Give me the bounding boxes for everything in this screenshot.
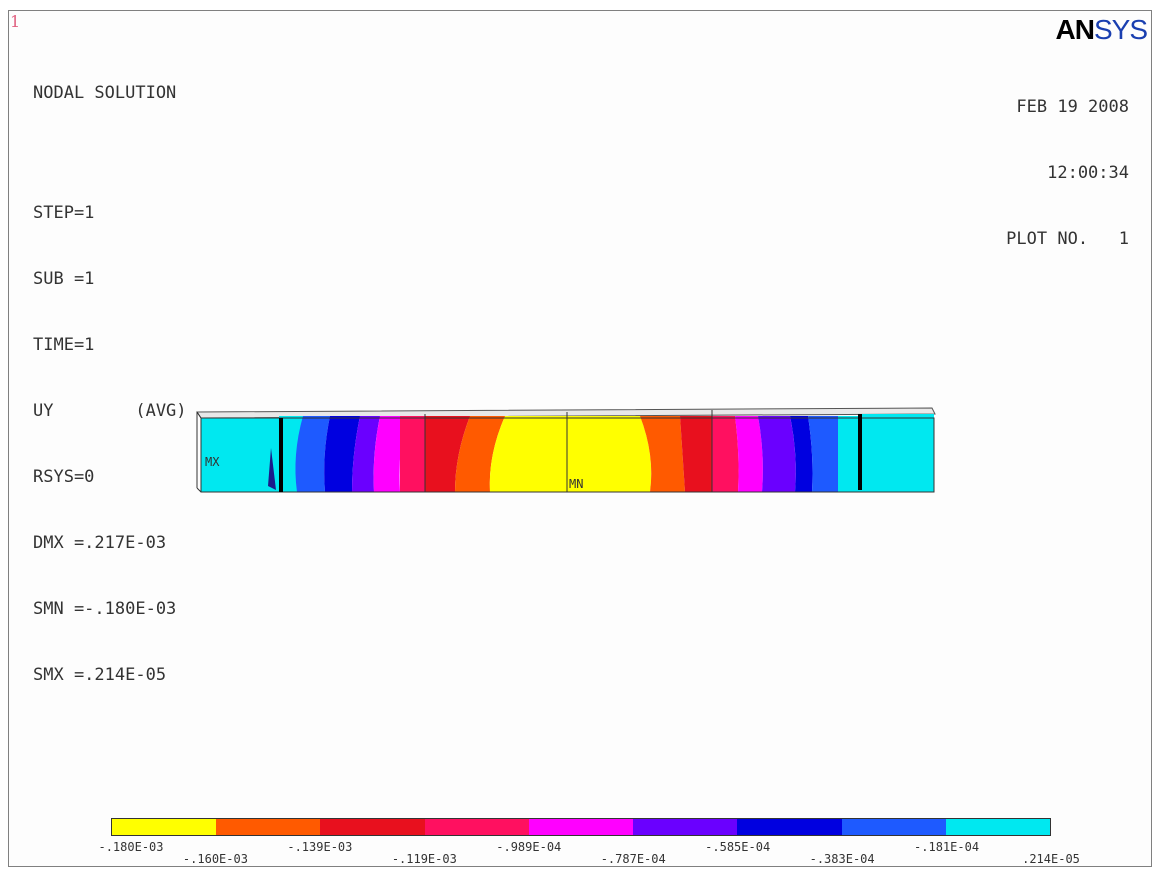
legend-swatch <box>112 819 217 835</box>
legend-swatch <box>424 819 529 835</box>
legend-swatch <box>737 819 842 835</box>
info-line: SMX =.214E-05 <box>33 665 167 685</box>
info-line: TIME=1 <box>33 335 95 355</box>
ansys-logo: ANSYS <box>1055 14 1148 45</box>
info-line: RSYS=0 <box>33 467 95 487</box>
info-line: SUB =1 <box>33 269 95 289</box>
info-line: STEP=1 <box>33 203 95 223</box>
date-stamp: FEB 19 2008 12:00:34 PLOT NO. 1 <box>1006 52 1129 272</box>
min-marker: MN <box>569 477 583 491</box>
plot-time: 12:00:34 <box>1047 163 1129 183</box>
window-number: 1 <box>10 12 21 31</box>
legend-swatch <box>320 819 425 835</box>
legend-swatch <box>633 819 738 835</box>
plot-date: FEB 19 2008 <box>1016 97 1129 117</box>
plot-number: PLOT NO. 1 <box>1006 229 1129 249</box>
color-legend <box>111 818 1051 836</box>
info-panel: NODAL SOLUTION STEP=1 SUB =1 TIME=1 UY (… <box>33 38 187 708</box>
info-line: UY (AVG) <box>33 401 187 421</box>
legend-swatch <box>945 819 1050 835</box>
info-line: SMN =-.180E-03 <box>33 599 177 619</box>
legend-swatch <box>216 819 321 835</box>
info-line: DMX =.217E-03 <box>33 533 167 553</box>
legend-swatch <box>528 819 634 835</box>
legend-swatch <box>841 819 946 835</box>
max-marker: MX <box>205 455 220 469</box>
info-title: NODAL SOLUTION <box>33 83 177 103</box>
